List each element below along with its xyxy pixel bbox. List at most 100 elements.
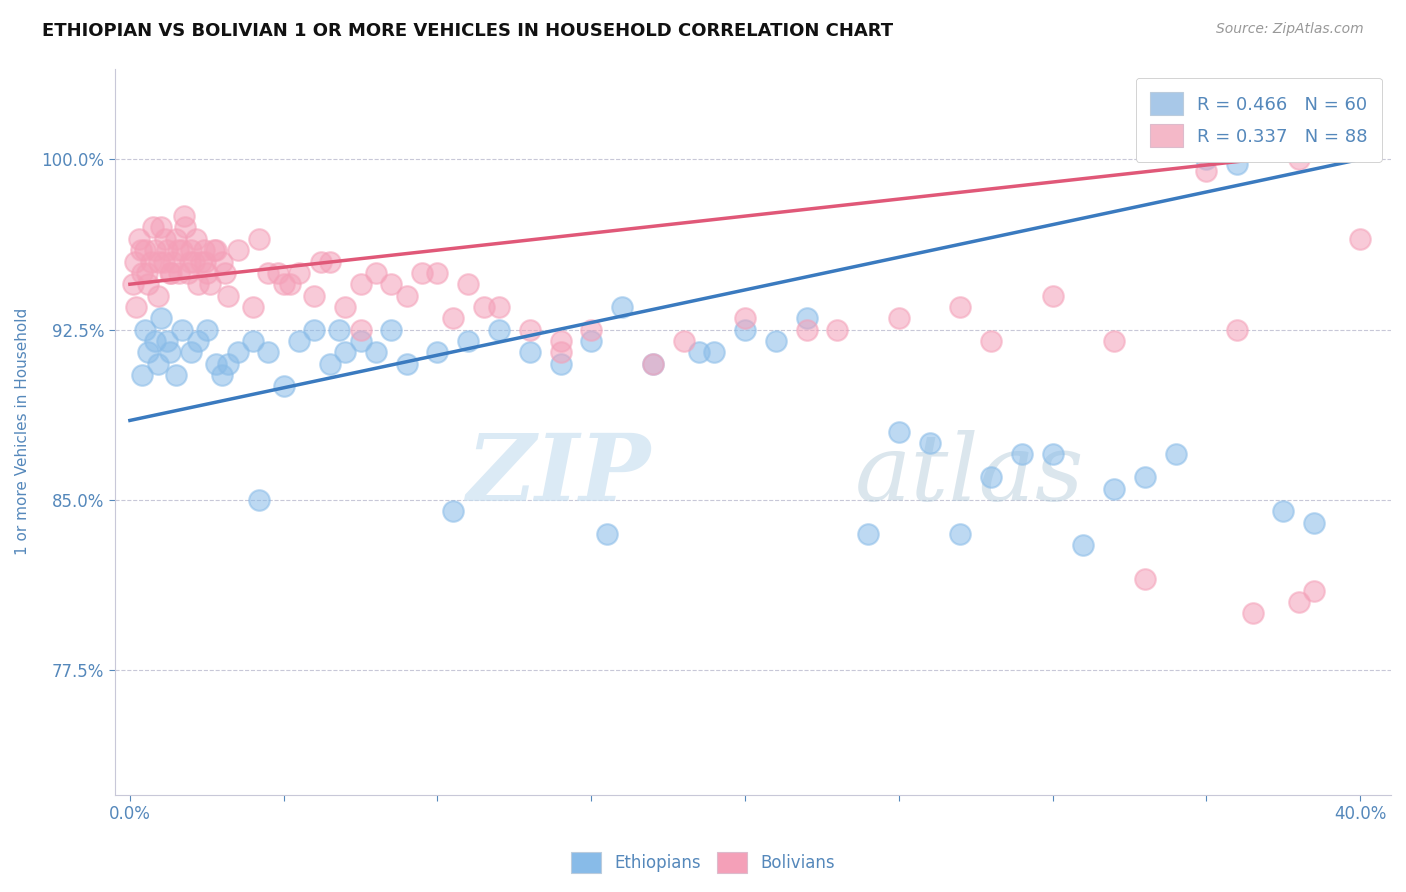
Point bbox=[205, 357, 228, 371]
Point bbox=[349, 334, 371, 348]
Point bbox=[335, 345, 357, 359]
Point bbox=[195, 266, 218, 280]
Point bbox=[146, 288, 169, 302]
Point bbox=[135, 266, 157, 280]
Point bbox=[165, 232, 187, 246]
Point bbox=[156, 334, 179, 348]
Point bbox=[856, 527, 879, 541]
Point bbox=[134, 243, 156, 257]
Point bbox=[1303, 583, 1326, 598]
Point bbox=[1348, 232, 1371, 246]
Point bbox=[193, 243, 215, 257]
Point bbox=[550, 345, 572, 359]
Point bbox=[1042, 288, 1064, 302]
Point bbox=[141, 254, 163, 268]
Point bbox=[166, 243, 188, 257]
Point bbox=[156, 243, 179, 257]
Point bbox=[411, 266, 433, 280]
Point bbox=[242, 300, 264, 314]
Point bbox=[304, 323, 326, 337]
Point bbox=[672, 334, 695, 348]
Point bbox=[129, 243, 152, 257]
Point bbox=[364, 266, 387, 280]
Legend: R = 0.466   N = 60, R = 0.337   N = 88: R = 0.466 N = 60, R = 0.337 N = 88 bbox=[1136, 78, 1382, 161]
Point bbox=[138, 277, 160, 292]
Point bbox=[195, 323, 218, 337]
Point bbox=[349, 323, 371, 337]
Text: Source: ZipAtlas.com: Source: ZipAtlas.com bbox=[1216, 22, 1364, 37]
Y-axis label: 1 or more Vehicles in Household: 1 or more Vehicles in Household bbox=[15, 308, 30, 556]
Point bbox=[1195, 153, 1218, 167]
Point bbox=[194, 254, 217, 268]
Point bbox=[288, 266, 311, 280]
Point bbox=[159, 345, 181, 359]
Point bbox=[519, 345, 541, 359]
Point bbox=[581, 334, 603, 348]
Point bbox=[349, 277, 371, 292]
Point bbox=[1102, 482, 1125, 496]
Point bbox=[641, 357, 664, 371]
Legend: Ethiopians, Bolivians: Ethiopians, Bolivians bbox=[564, 846, 842, 880]
Point bbox=[162, 254, 184, 268]
Point bbox=[949, 527, 972, 541]
Point bbox=[149, 311, 172, 326]
Point bbox=[610, 300, 633, 314]
Point bbox=[328, 323, 350, 337]
Point bbox=[426, 345, 449, 359]
Point bbox=[266, 266, 288, 280]
Point bbox=[641, 357, 664, 371]
Point bbox=[211, 368, 233, 382]
Point bbox=[1011, 448, 1033, 462]
Point bbox=[1102, 334, 1125, 348]
Point bbox=[160, 266, 183, 280]
Point bbox=[226, 243, 249, 257]
Point bbox=[488, 323, 510, 337]
Point bbox=[1288, 595, 1310, 609]
Point bbox=[273, 277, 295, 292]
Point bbox=[134, 323, 156, 337]
Point bbox=[703, 345, 725, 359]
Point bbox=[226, 345, 249, 359]
Point bbox=[138, 345, 160, 359]
Point bbox=[180, 345, 202, 359]
Point bbox=[550, 334, 572, 348]
Point bbox=[173, 209, 195, 223]
Point bbox=[441, 311, 464, 326]
Point bbox=[1133, 573, 1156, 587]
Point bbox=[143, 334, 166, 348]
Point bbox=[688, 345, 710, 359]
Point bbox=[488, 300, 510, 314]
Point bbox=[187, 334, 209, 348]
Point bbox=[124, 254, 146, 268]
Point bbox=[796, 311, 818, 326]
Point bbox=[184, 232, 207, 246]
Point bbox=[1288, 153, 1310, 167]
Point bbox=[472, 300, 495, 314]
Point bbox=[335, 300, 357, 314]
Point bbox=[167, 266, 190, 280]
Point bbox=[1042, 448, 1064, 462]
Point bbox=[217, 357, 239, 371]
Point bbox=[380, 277, 402, 292]
Point bbox=[1133, 470, 1156, 484]
Point bbox=[1226, 323, 1249, 337]
Point bbox=[304, 288, 326, 302]
Point bbox=[426, 266, 449, 280]
Point bbox=[187, 277, 209, 292]
Point bbox=[190, 254, 212, 268]
Point bbox=[309, 254, 332, 268]
Point bbox=[155, 232, 177, 246]
Point bbox=[165, 368, 187, 382]
Point bbox=[595, 527, 617, 541]
Point bbox=[211, 254, 233, 268]
Point bbox=[146, 357, 169, 371]
Point bbox=[1195, 163, 1218, 178]
Point bbox=[441, 504, 464, 518]
Point bbox=[319, 357, 342, 371]
Point bbox=[172, 243, 194, 257]
Point bbox=[205, 243, 228, 257]
Point bbox=[1226, 157, 1249, 171]
Point bbox=[180, 243, 202, 257]
Point bbox=[131, 266, 153, 280]
Point bbox=[364, 345, 387, 359]
